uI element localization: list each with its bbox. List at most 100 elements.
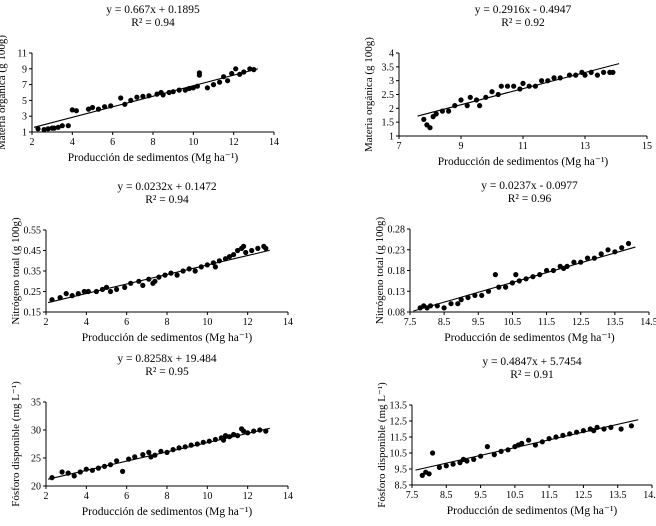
data-point xyxy=(498,83,504,89)
x-tick-label: 8.5 xyxy=(438,317,451,328)
data-point xyxy=(489,89,495,95)
x-tick-label: 8 xyxy=(165,491,170,502)
regression-equation: y = 0.2916x - 0.4947 xyxy=(475,4,572,16)
x-tick-label: 4 xyxy=(84,491,89,502)
y-tick-label: 3 xyxy=(389,76,394,87)
data-point xyxy=(421,116,427,122)
y-tick-label: 1.5 xyxy=(382,118,395,129)
data-point xyxy=(443,463,449,469)
x-tick-label: 14 xyxy=(269,137,279,148)
y-tick-label: 5 xyxy=(22,96,27,107)
x-axis-title: Producción de sedimentos (Mg ha⁻¹) xyxy=(438,156,609,168)
r-squared: R² = 0.91 xyxy=(510,369,554,381)
data-point xyxy=(51,125,57,131)
y-tick-label: 4 xyxy=(389,49,394,60)
data-point xyxy=(594,72,601,78)
x-tick-label: 14 xyxy=(283,491,293,502)
y-tick-label: 25 xyxy=(31,454,41,465)
data-point xyxy=(63,291,69,297)
r-squared: R² = 0.94 xyxy=(131,17,175,29)
y-tick-label: 8.5 xyxy=(395,481,408,492)
data-point xyxy=(430,450,436,456)
data-point xyxy=(436,464,442,470)
data-point xyxy=(182,87,188,93)
data-point xyxy=(479,292,485,298)
x-tick-label: 10.5 xyxy=(504,317,522,328)
panel-top-right: 7 9 11 13 15 1 1.5 2 2.5 3 3.5 4 y = 0.2916x - 0.494… xyxy=(363,4,652,168)
data-point xyxy=(255,245,261,251)
data-point xyxy=(59,123,65,129)
x-tick-label: 14.5 xyxy=(643,490,656,501)
y-tick-label: 1 xyxy=(22,128,27,139)
data-point xyxy=(619,245,625,251)
y-tick-label: 30 xyxy=(31,426,41,437)
data-point xyxy=(226,254,233,260)
y-tick-label: 0.25 xyxy=(24,287,42,298)
data-point xyxy=(571,259,577,265)
x-tick-label: 10 xyxy=(188,137,198,148)
y-axis-title: Materia orgánica (g 100g) xyxy=(363,37,375,152)
x-tick-label: 9 xyxy=(459,141,464,152)
data-point xyxy=(539,78,545,84)
data-point xyxy=(598,251,604,257)
data-point xyxy=(491,452,497,458)
data-point xyxy=(263,245,269,251)
data-point xyxy=(458,97,464,103)
data-point xyxy=(212,264,218,270)
x-tick-label: 7.5 xyxy=(406,490,419,501)
data-point xyxy=(467,94,473,100)
data-point xyxy=(625,240,632,247)
data-point xyxy=(551,75,557,81)
trendline xyxy=(47,249,270,304)
data-point xyxy=(65,123,71,129)
x-tick-label: 9.5 xyxy=(474,490,487,501)
y-axis-title: Materia orgánica (g 100g) xyxy=(0,35,8,150)
data-point xyxy=(433,111,439,117)
data-point xyxy=(477,103,483,109)
x-tick-label: 12 xyxy=(243,491,253,502)
x-axis-title: Producción de sedimentos (Mg ha⁻¹) xyxy=(447,505,618,517)
y-tick-label: 2.5 xyxy=(382,90,395,101)
x-tick-label: 14.5 xyxy=(640,317,656,328)
x-tick-label: 12 xyxy=(229,137,239,148)
data-point xyxy=(450,461,456,467)
data-point xyxy=(446,108,452,114)
x-tick-label: 14 xyxy=(283,317,293,328)
trendline xyxy=(415,419,639,471)
data-point xyxy=(513,272,519,278)
data-point xyxy=(520,80,526,86)
x-tick-label: 13.5 xyxy=(609,490,627,501)
y-axis-title: Fósforo disponible (mg L⁻¹) xyxy=(10,381,22,507)
y-tick-label: 0.28 xyxy=(388,225,406,236)
data-point xyxy=(484,444,490,450)
data-point xyxy=(174,272,180,278)
x-tick-label: 7.5 xyxy=(404,317,417,328)
data-point xyxy=(448,301,454,307)
x-tick-label: 2 xyxy=(44,317,49,328)
data-point xyxy=(217,79,223,85)
y-tick-label: 0.18 xyxy=(388,266,406,277)
regression-equation: y = 0.0232x + 0.1472 xyxy=(117,181,216,193)
data-point xyxy=(122,284,128,290)
data-point xyxy=(243,249,249,256)
data-point xyxy=(235,247,241,254)
panel-middle-left: 2 4 6 8 10 12 14 0.15 0.25 0.35 0.45 0.55 y = 0.0232… xyxy=(10,181,293,344)
data-point xyxy=(471,456,477,462)
x-tick-label: 8 xyxy=(151,137,156,148)
data-point xyxy=(196,72,202,78)
y-tick-label: 3.5 xyxy=(382,62,395,73)
y-tick-label: 2 xyxy=(389,104,394,115)
data-point xyxy=(152,278,158,284)
data-point xyxy=(146,449,152,455)
data-point xyxy=(134,94,140,100)
data-point xyxy=(140,452,146,458)
data-point xyxy=(59,469,65,475)
y-tick-label: 0.13 xyxy=(388,287,406,298)
y-tick-label: 9 xyxy=(22,64,27,75)
r-squared: R² = 0.96 xyxy=(508,193,552,205)
data-point xyxy=(140,93,146,99)
data-point xyxy=(427,125,433,131)
data-point xyxy=(457,460,463,466)
x-tick-label: 10 xyxy=(202,317,212,328)
